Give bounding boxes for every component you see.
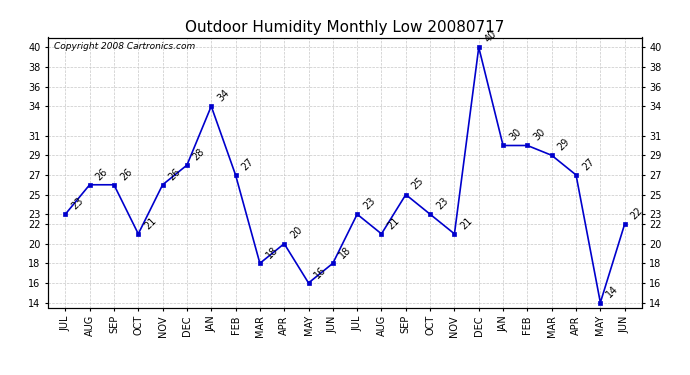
Text: 23: 23: [70, 196, 86, 211]
Text: 16: 16: [313, 264, 328, 280]
Text: 29: 29: [556, 137, 572, 153]
Text: 21: 21: [459, 215, 475, 231]
Text: 23: 23: [434, 196, 450, 211]
Text: 40: 40: [483, 29, 499, 45]
Text: 26: 26: [118, 166, 134, 182]
Text: 25: 25: [410, 176, 426, 192]
Text: 14: 14: [604, 284, 620, 300]
Text: 28: 28: [191, 147, 207, 162]
Text: 30: 30: [507, 127, 523, 143]
Text: 26: 26: [94, 166, 110, 182]
Text: 21: 21: [142, 215, 158, 231]
Text: 21: 21: [386, 215, 402, 231]
Text: 18: 18: [337, 245, 353, 261]
Text: 18: 18: [264, 245, 279, 261]
Text: Copyright 2008 Cartronics.com: Copyright 2008 Cartronics.com: [55, 42, 195, 51]
Text: 26: 26: [167, 166, 183, 182]
Text: 27: 27: [580, 156, 596, 172]
Title: Outdoor Humidity Monthly Low 20080717: Outdoor Humidity Monthly Low 20080717: [186, 20, 504, 35]
Text: 20: 20: [288, 225, 304, 241]
Text: 34: 34: [215, 88, 231, 104]
Text: 30: 30: [531, 127, 547, 143]
Text: 27: 27: [239, 156, 255, 172]
Text: 22: 22: [629, 206, 644, 221]
Text: 23: 23: [362, 196, 377, 211]
